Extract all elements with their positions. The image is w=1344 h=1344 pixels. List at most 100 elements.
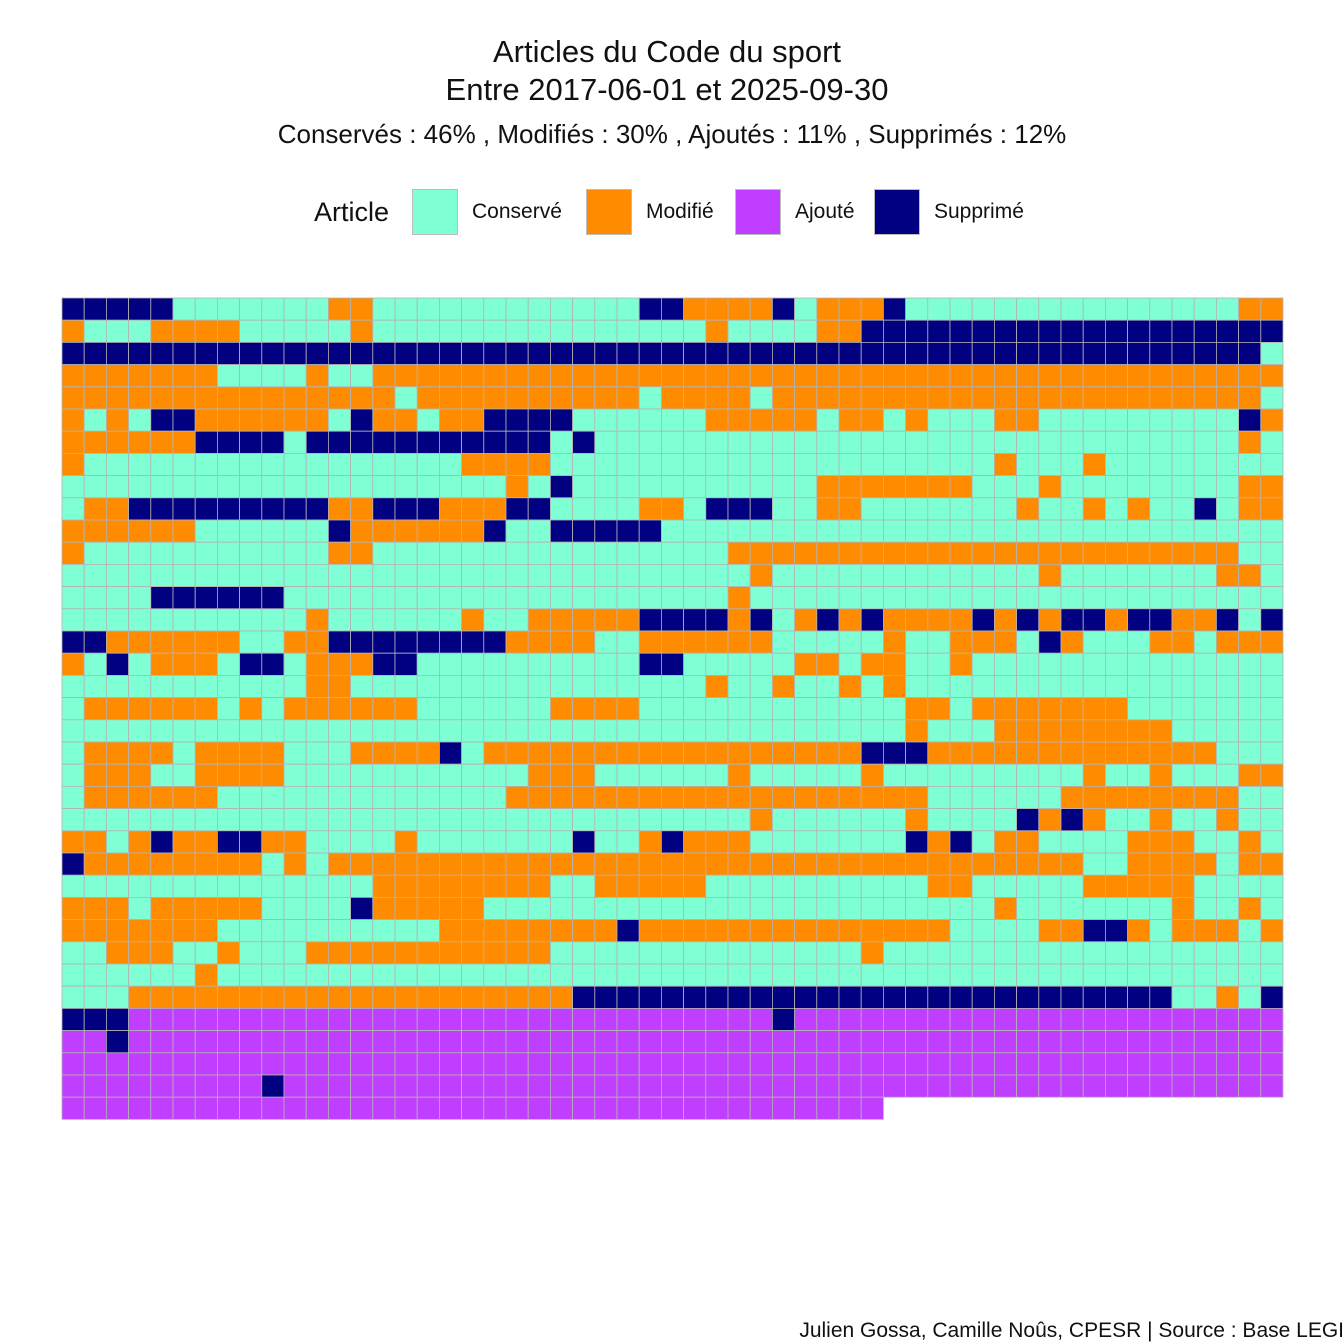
waffle-cell: [1171, 741, 1195, 765]
waffle-cell: [971, 1030, 995, 1054]
waffle-cell: [172, 808, 196, 832]
waffle-cell: [61, 608, 85, 632]
waffle-cell: [1105, 697, 1129, 721]
waffle-cell: [461, 719, 485, 743]
waffle-cell: [1149, 630, 1173, 654]
waffle-cell: [749, 297, 773, 321]
waffle-cell: [350, 364, 374, 388]
waffle-cell: [150, 586, 174, 610]
waffle-cell: [1149, 430, 1173, 454]
waffle-cell: [327, 541, 351, 565]
waffle-cell: [283, 919, 307, 943]
waffle-cell: [394, 852, 418, 876]
waffle-cell: [860, 452, 884, 476]
waffle-cell: [927, 697, 951, 721]
waffle-cell: [61, 452, 85, 476]
waffle-cell: [661, 741, 685, 765]
legend-key-ajoute: [735, 189, 781, 235]
waffle-cell: [772, 497, 796, 521]
waffle-cell: [905, 852, 929, 876]
waffle-cell: [61, 430, 85, 454]
waffle-cell: [1082, 630, 1106, 654]
waffle-cell: [83, 941, 107, 965]
waffle-cell: [1216, 652, 1240, 676]
waffle-cell: [661, 1074, 685, 1098]
waffle-cell: [1216, 1074, 1240, 1098]
waffle-cell: [550, 808, 574, 832]
waffle-cell: [616, 630, 640, 654]
waffle-cell: [1171, 697, 1195, 721]
waffle-cell: [61, 897, 85, 921]
waffle-cell: [372, 630, 396, 654]
waffle-cell: [572, 808, 596, 832]
waffle-cell: [216, 808, 240, 832]
waffle-cell: [283, 430, 307, 454]
waffle-cell: [194, 564, 218, 588]
waffle-cell: [905, 874, 929, 898]
waffle-cell: [1171, 941, 1195, 965]
waffle-cell: [83, 564, 107, 588]
waffle-cell: [305, 919, 329, 943]
waffle-cell: [772, 386, 796, 410]
waffle-cell: [350, 675, 374, 699]
waffle-cell: [216, 586, 240, 610]
waffle-cell: [1016, 1008, 1040, 1032]
waffle-cell: [1171, 763, 1195, 787]
waffle-cell: [860, 852, 884, 876]
waffle-cell: [416, 386, 440, 410]
waffle-cell: [1149, 608, 1173, 632]
waffle-cell: [572, 941, 596, 965]
waffle-cell: [883, 297, 907, 321]
waffle-cell: [216, 897, 240, 921]
waffle-cell: [1127, 697, 1151, 721]
waffle-cell: [749, 364, 773, 388]
waffle-cell: [350, 941, 374, 965]
waffle-cell: [1238, 497, 1262, 521]
waffle-cell: [327, 1030, 351, 1054]
waffle-cell: [106, 719, 130, 743]
waffle-cell: [727, 364, 751, 388]
waffle-cell: [661, 919, 685, 943]
waffle-cell: [416, 830, 440, 854]
waffle-cell: [971, 386, 995, 410]
waffle-cell: [572, 319, 596, 343]
waffle-cell: [638, 786, 662, 810]
waffle-cell: [971, 808, 995, 832]
waffle-cell: [83, 919, 107, 943]
waffle-cell: [616, 586, 640, 610]
waffle-cell: [438, 1008, 462, 1032]
waffle-cell: [261, 763, 285, 787]
waffle-cell: [416, 852, 440, 876]
waffle-cell: [794, 608, 818, 632]
waffle-cell: [150, 564, 174, 588]
waffle-cell: [1060, 586, 1084, 610]
waffle-cell: [505, 1096, 529, 1120]
waffle-cell: [1127, 719, 1151, 743]
waffle-cell: [461, 386, 485, 410]
waffle-cell: [883, 608, 907, 632]
waffle-cell: [883, 630, 907, 654]
waffle-cell: [172, 497, 196, 521]
waffle-cell: [1193, 697, 1217, 721]
waffle-cell: [816, 719, 840, 743]
waffle-cell: [1260, 963, 1284, 987]
waffle-cell: [905, 763, 929, 787]
waffle-cell: [283, 808, 307, 832]
waffle-cell: [616, 452, 640, 476]
waffle-cell: [1082, 919, 1106, 943]
waffle-cell: [705, 786, 729, 810]
waffle-cell: [438, 719, 462, 743]
waffle-cell: [327, 475, 351, 499]
waffle-cell: [172, 408, 196, 432]
waffle-cell: [505, 808, 529, 832]
waffle-cell: [505, 874, 529, 898]
waffle-cell: [305, 519, 329, 543]
waffle-cell: [505, 652, 529, 676]
waffle-cell: [572, 1074, 596, 1098]
waffle-cell: [106, 541, 130, 565]
waffle-cell: [1216, 541, 1240, 565]
waffle-cell: [128, 1030, 152, 1054]
waffle-cell: [683, 1096, 707, 1120]
waffle-cell: [994, 985, 1018, 1009]
